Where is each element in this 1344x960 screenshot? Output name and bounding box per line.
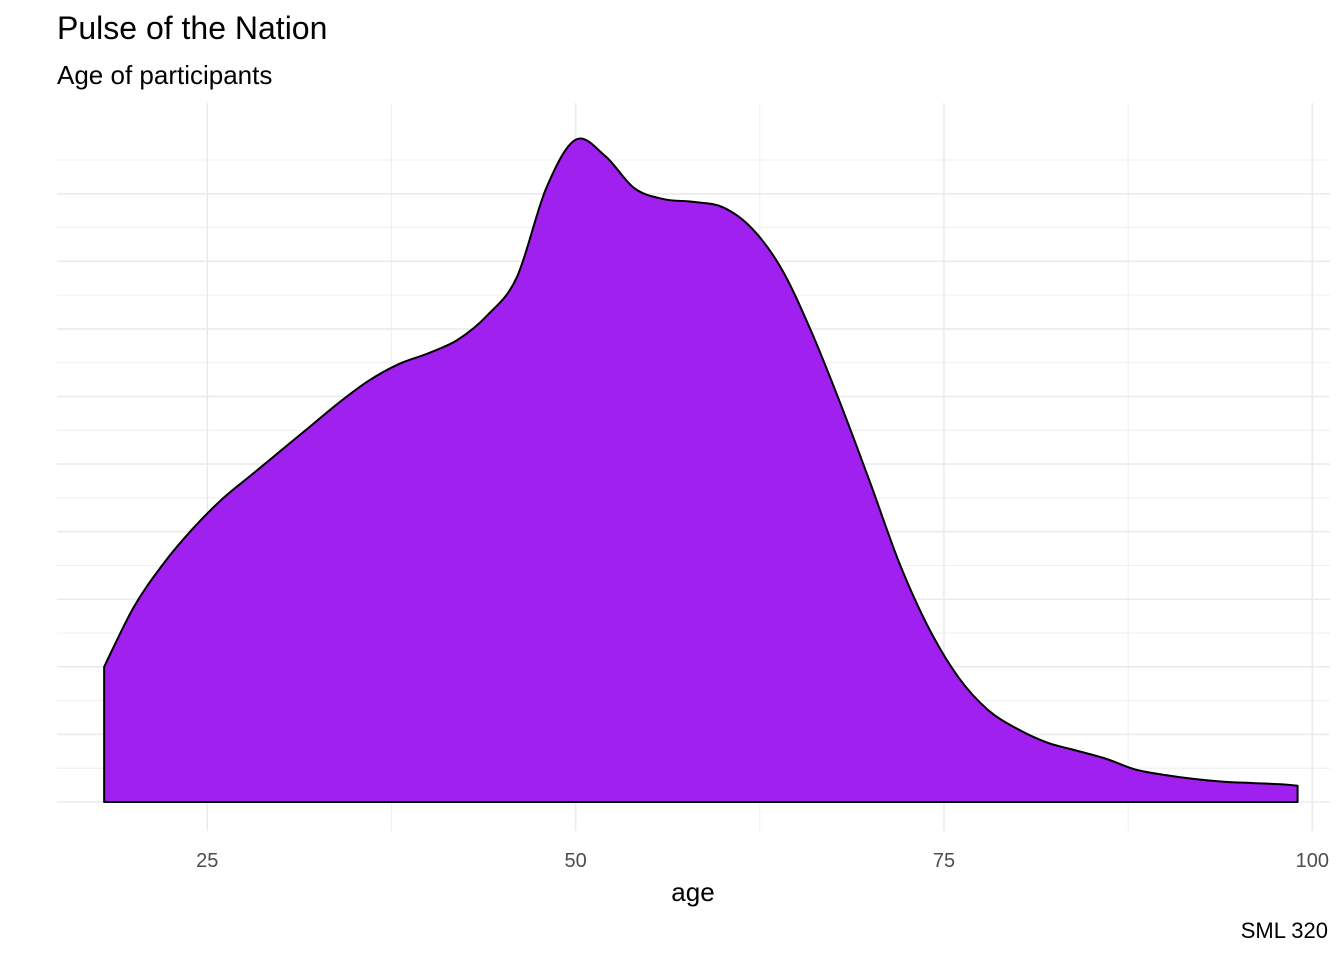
x-axis-title: age — [671, 877, 714, 907]
x-tick-label: 75 — [933, 850, 955, 872]
x-tick-label: 100 — [1296, 850, 1329, 872]
chart-title: Pulse of the Nation — [57, 10, 328, 46]
chart-caption: SML 320 — [1240, 918, 1328, 943]
density-area — [103, 137, 1299, 803]
x-tick-labels: 25 50 75 100 — [196, 850, 1329, 872]
x-tick-label: 25 — [196, 850, 218, 872]
chart-subtitle: Age of participants — [57, 60, 273, 90]
x-tick-label: 50 — [565, 850, 587, 872]
